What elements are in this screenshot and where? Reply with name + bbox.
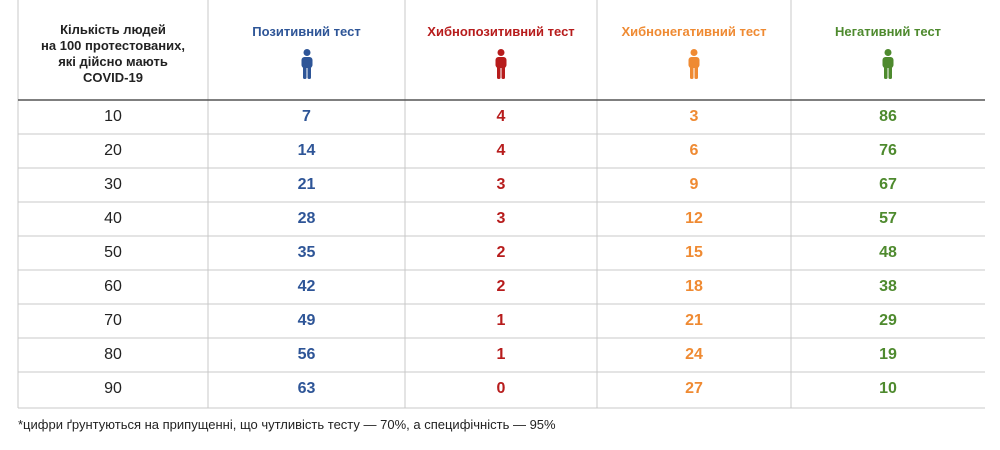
table-cell: 57	[879, 210, 897, 227]
table-cell: 2	[496, 244, 506, 261]
person-icon	[301, 49, 312, 79]
header-false-negative-test-label: Хибнонегативний тест	[621, 24, 767, 39]
header-positive-test-label: Позитивний тест	[252, 24, 361, 39]
table-cell: 67	[879, 176, 897, 193]
table-cell: 0	[496, 380, 506, 397]
table-cell: 15	[685, 244, 703, 261]
people-count-cell: 20	[104, 142, 122, 159]
header-false-positive-test: Хибнопозитивний тест	[405, 0, 597, 100]
table-cell: 29	[879, 312, 897, 329]
table-cell: 76	[879, 142, 897, 159]
table-cell: 48	[879, 244, 897, 261]
table-cell: 3	[496, 176, 506, 193]
table-cell: 3	[689, 108, 699, 125]
table-cell: 38	[879, 278, 897, 295]
table-cell: 1	[496, 346, 506, 363]
table-cell: 28	[297, 210, 316, 227]
table-cell: 49	[297, 312, 316, 329]
table-cell: 2	[496, 278, 506, 295]
table-cell: 3	[496, 210, 506, 227]
people-count-cell: 90	[104, 380, 122, 397]
people-count-cell: 60	[104, 278, 122, 295]
table-cell: 24	[685, 346, 703, 363]
table-cell: 63	[297, 380, 316, 397]
people-count-cell: 40	[104, 210, 122, 227]
table-cell: 27	[685, 380, 703, 397]
people-count-cell: 70	[104, 312, 122, 329]
header-people-per-100: Кількість людей на 100 протестованих, як…	[41, 22, 185, 85]
table-cell: 12	[685, 210, 703, 227]
table-cell: 6	[689, 142, 699, 159]
table-cell: 42	[297, 278, 316, 295]
people-count-cell: 50	[104, 244, 122, 261]
people-count-cell: 30	[104, 176, 122, 193]
person-icon	[688, 49, 700, 79]
table-cell: 7	[302, 108, 311, 125]
person-icon	[882, 49, 894, 79]
table-cell: 14	[297, 142, 316, 159]
person-icon	[495, 49, 507, 79]
header-false-negative-test: Хибнонегативний тест	[597, 0, 791, 100]
table-cell: 56	[297, 346, 316, 363]
table-cell: 21	[297, 176, 316, 193]
table-cell: 10	[879, 380, 897, 397]
table-cell: 86	[879, 108, 897, 125]
table-cell: 18	[685, 278, 703, 295]
header-false-positive-test-label: Хибнопозитивний тест	[427, 24, 575, 39]
table-cell: 35	[297, 244, 316, 261]
header-negative-test-label: Негативний тест	[834, 24, 942, 39]
people-count-cell: 80	[104, 346, 122, 363]
table-cell: 9	[689, 176, 699, 193]
people-count-cell: 10	[104, 108, 122, 125]
footnote: *цифри ґрунтуються на припущенні, що чут…	[18, 417, 556, 432]
table-cell: 4	[496, 142, 506, 159]
table-cell: 19	[879, 346, 897, 363]
table-cell: 4	[496, 108, 506, 125]
table-cell: 1	[496, 312, 506, 329]
header-positive-test: Позитивний тест	[208, 0, 405, 100]
header-negative-test: Негативний тест	[791, 0, 985, 100]
table-cell: 21	[685, 312, 703, 329]
